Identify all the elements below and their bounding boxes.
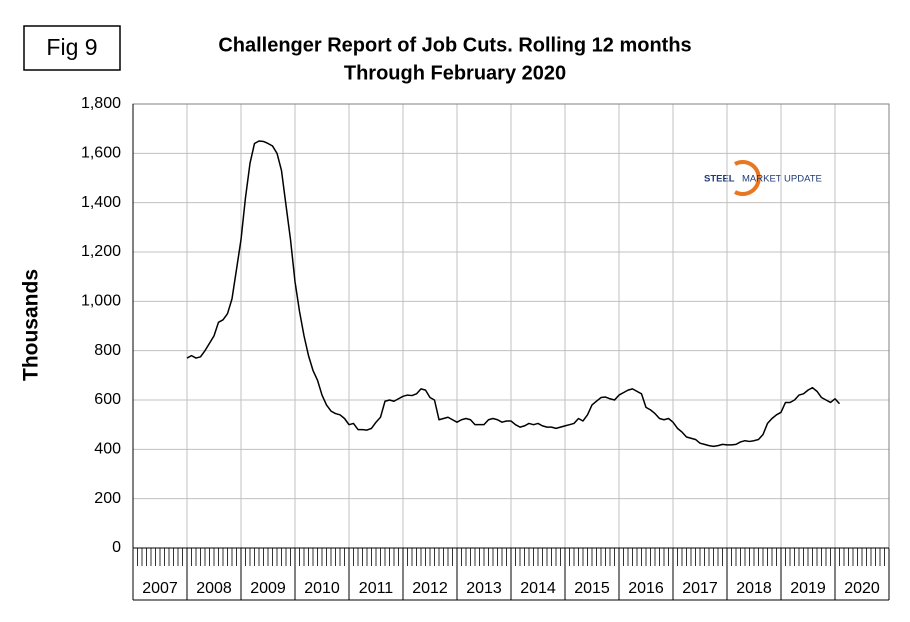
- y-tick-label: 1,400: [81, 194, 121, 211]
- y-tick-label: 200: [94, 490, 121, 507]
- x-tick-label: 2012: [412, 580, 448, 597]
- y-axis-label: Thousands: [20, 269, 43, 381]
- y-tick-label: 400: [94, 441, 121, 458]
- chart-subtitle: Through February 2020: [344, 62, 566, 84]
- x-tick-label: 2014: [520, 580, 556, 597]
- x-tick-label: 2009: [250, 580, 286, 597]
- x-tick-label: 2013: [466, 580, 502, 597]
- x-tick-label: 2010: [304, 580, 340, 597]
- logo: STEEL MARKET UPDATE: [704, 160, 822, 196]
- y-tick-label: 1,000: [81, 293, 121, 310]
- x-tick-label: 2011: [359, 580, 394, 597]
- chart-title: Challenger Report of Job Cuts. Rolling 1…: [218, 34, 691, 56]
- x-tick-label: 2017: [682, 580, 718, 597]
- y-tick-label: 600: [94, 391, 121, 408]
- x-tick-label: 2007: [142, 580, 178, 597]
- logo-swoosh: [734, 160, 761, 196]
- figure-label-box: [23, 25, 121, 71]
- x-tick-label: 2018: [736, 580, 772, 597]
- y-tick-label: 1,600: [81, 145, 121, 162]
- logo-text: MARKET UPDATE: [742, 174, 822, 185]
- x-tick-label: 2020: [844, 580, 880, 597]
- y-tick-label: 1,800: [81, 95, 121, 112]
- y-tick-label: 1,200: [81, 243, 121, 260]
- figure-label: Fig 9: [46, 34, 97, 60]
- y-tick-label: 800: [94, 342, 121, 359]
- logo-text-bold: STEEL: [704, 174, 735, 185]
- y-tick-label: 0: [112, 539, 121, 556]
- x-tick-label: 2019: [790, 580, 826, 597]
- data-line: [186, 140, 841, 448]
- x-tick-label: 2008: [196, 580, 232, 597]
- x-tick-label: 2016: [628, 580, 664, 597]
- x-tick-label: 2015: [574, 580, 610, 597]
